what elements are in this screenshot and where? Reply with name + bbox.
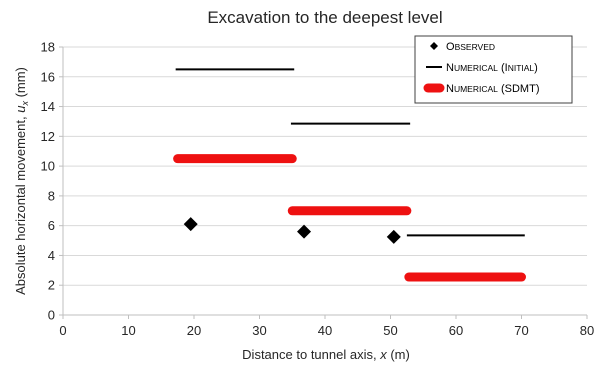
y-tick-label: 4 [48, 248, 55, 263]
y-axis-label-var: u [13, 106, 28, 113]
y-tick-label: 2 [48, 278, 55, 293]
y-tick-label: 14 [41, 99, 55, 114]
plot-area [173, 68, 526, 282]
chart-title: Excavation to the deepest level [207, 8, 442, 27]
y-gridlines [59, 46, 588, 319]
y-axis-label-prefix: Absolute horizontal movement, [13, 113, 28, 295]
y-tick-labels: 0 2 4 6 8 10 12 14 16 18 [41, 40, 55, 323]
x-axis-label-var: x [379, 347, 387, 362]
x-tick-label: 30 [252, 323, 266, 338]
x-tick-label: 80 [580, 323, 594, 338]
x-tick-label: 70 [514, 323, 528, 338]
legend-sdmt-label: NUMERICAL (SDMT) [446, 83, 540, 95]
legend-observed-marker [430, 42, 438, 50]
y-tick-label: 0 [48, 308, 55, 323]
x-tick-label: 10 [121, 323, 135, 338]
x-tick-label: 0 [59, 323, 66, 338]
legend-observed-label: OBSERVED [446, 41, 495, 53]
observed-point [183, 217, 198, 232]
observed-point [297, 224, 312, 239]
y-tick-label: 10 [41, 159, 55, 174]
y-tick-label: 8 [48, 188, 55, 203]
x-axis-label-prefix: Distance to tunnel axis, [242, 347, 380, 362]
y-axis-label: Absolute horizontal movement, ux (mm) [13, 67, 30, 295]
x-tick-label: 40 [318, 323, 332, 338]
legend-items: OBSERVED NUMERICAL (INITIAL) NUMERICAL (SD… [423, 41, 540, 95]
y-axis-label-suffix: (mm) [13, 67, 28, 101]
y-tick-label: 16 [41, 69, 55, 84]
x-axis-label: Distance to tunnel axis, x (m) [242, 347, 410, 362]
y-tick-label: 12 [41, 129, 55, 144]
y-axis-label-sub: x [20, 101, 30, 107]
x-tick-label: 50 [383, 323, 397, 338]
legend-initial-label: NUMERICAL (INITIAL) [446, 62, 538, 74]
x-tick-label: 20 [187, 323, 201, 338]
y-tick-label: 6 [48, 218, 55, 233]
y-tick-label: 18 [41, 40, 55, 55]
x-axis-label-suffix: (m) [387, 347, 410, 362]
x-tick-labels: 0 10 20 30 40 50 60 70 80 [59, 323, 594, 338]
x-tick-label: 60 [449, 323, 463, 338]
observed-point [386, 229, 401, 244]
legend-box [414, 35, 573, 104]
legend: OBSERVED NUMERICAL (INITIAL) NUMERICAL (SD… [414, 35, 573, 104]
